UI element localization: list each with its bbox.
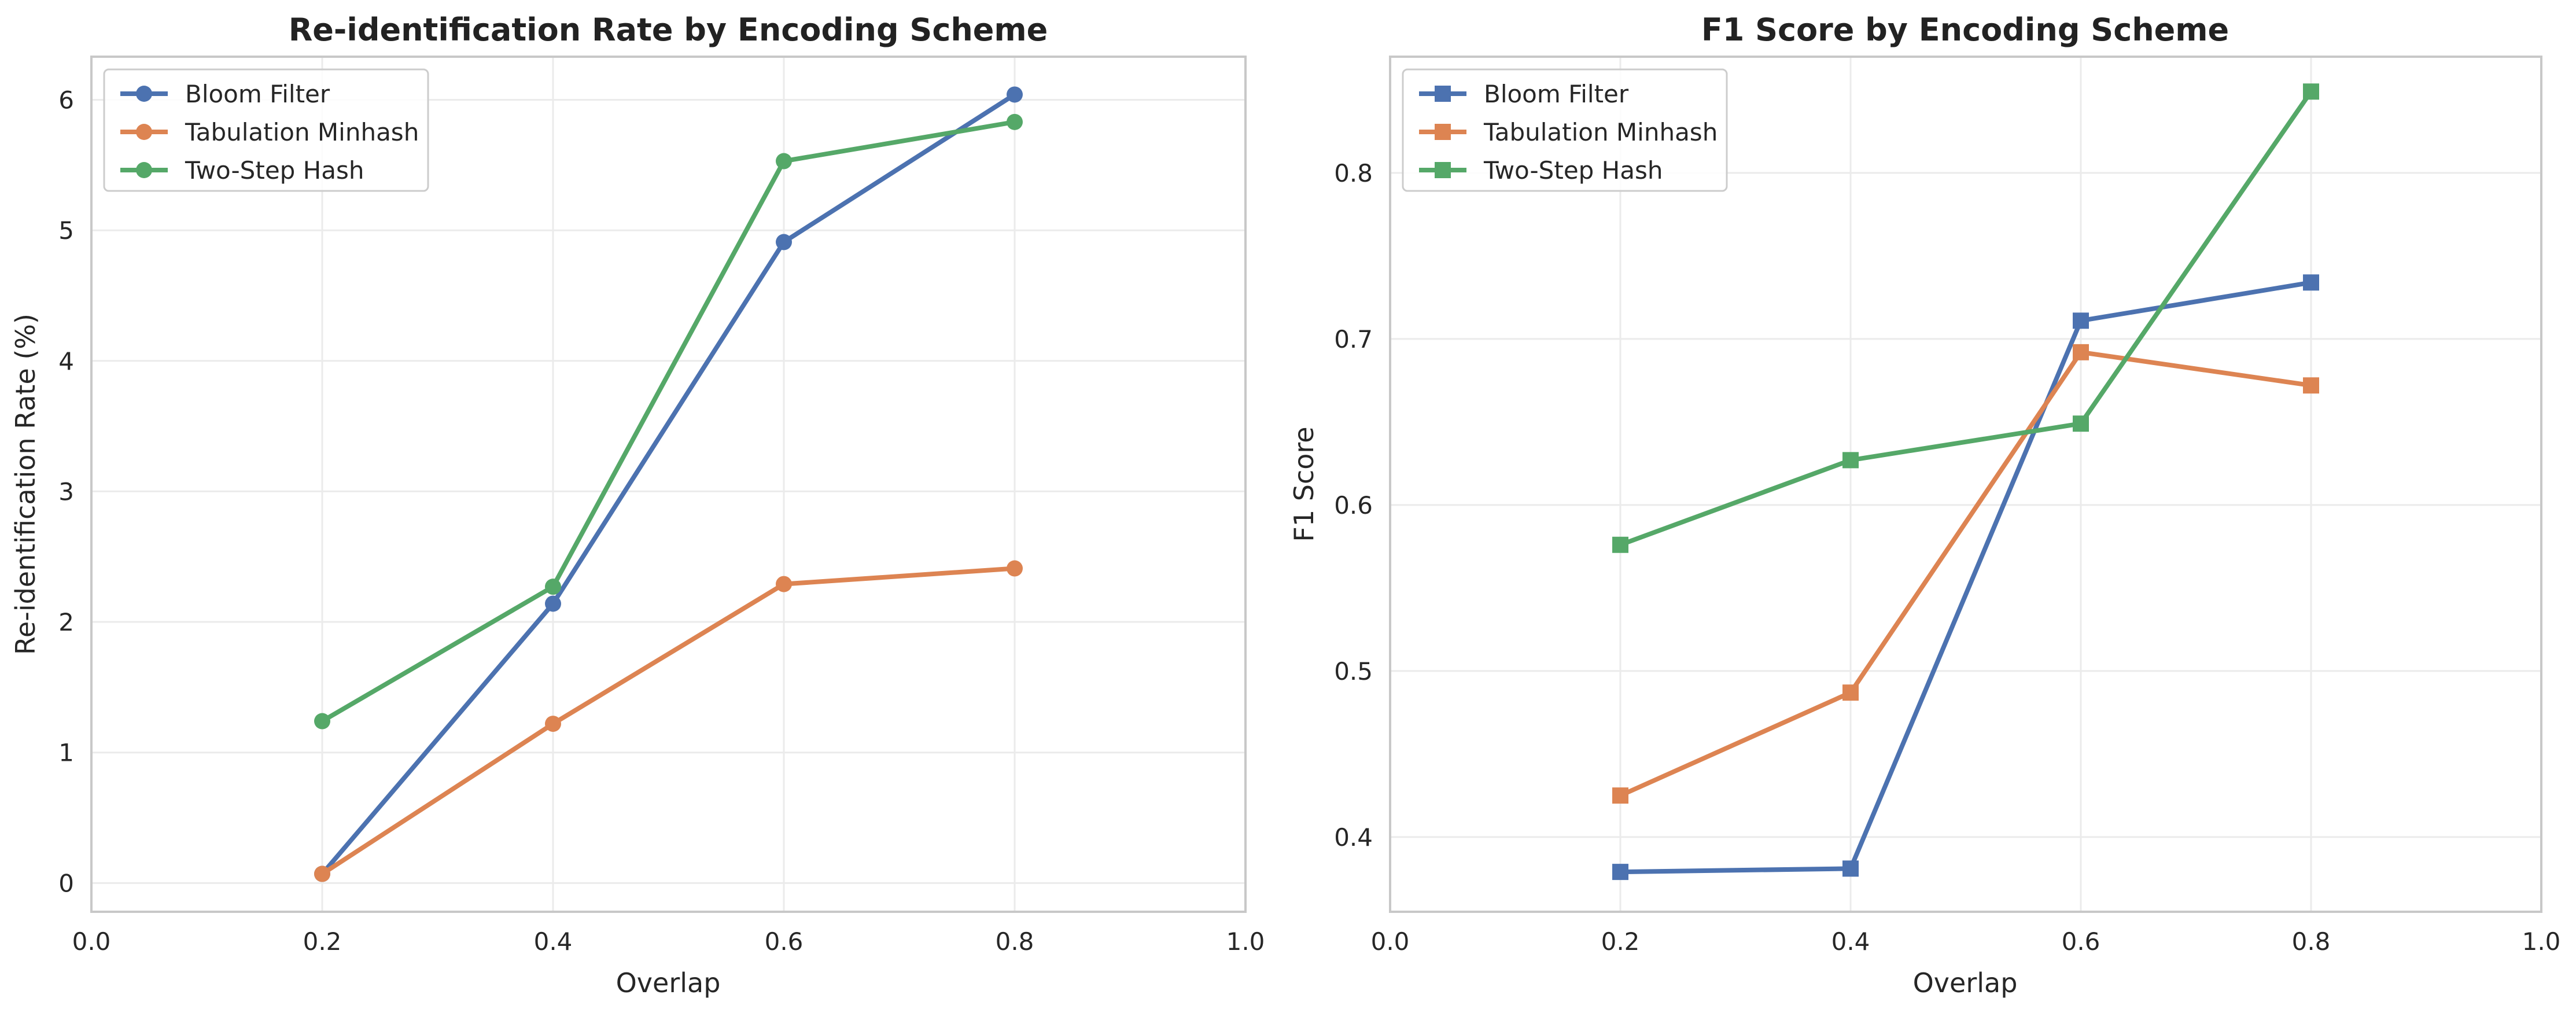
reid-y-axis-label: Re-identification Rate (%) — [10, 314, 41, 655]
f1-series-line — [1618, 280, 2313, 875]
reid-legend-label: Two-Step Hash — [185, 156, 364, 185]
reid-y-tick-label: 5 — [58, 216, 74, 245]
f1-legend-label: Two-Step Hash — [1483, 156, 1663, 185]
reid-legend-swatch-marker — [136, 162, 152, 178]
reid-data-point — [1007, 113, 1023, 130]
f1-x-tick-label: 1.0 — [2522, 927, 2561, 956]
reid-y-tick-label: 3 — [58, 477, 74, 506]
f1-y-tick-label: 0.4 — [1334, 823, 1373, 852]
reid-y-tick-label: 1 — [58, 739, 74, 767]
f1-plot-frame — [1389, 56, 2542, 913]
f1-chart-title: F1 Score by Encoding Scheme — [1701, 12, 2229, 48]
reid-legend-swatch-marker — [136, 124, 152, 140]
f1-y-tick-label: 0.7 — [1334, 325, 1373, 353]
f1-data-point — [2303, 83, 2319, 100]
reid-rate-chart: Re-identification Rate by Encoding Schem… — [10, 12, 1265, 999]
f1-x-axis-label: Overlap — [1913, 967, 2018, 999]
reid-data-point — [1007, 560, 1023, 577]
reid-data-point — [1007, 86, 1023, 103]
reid-x-tick-label: 0.6 — [765, 927, 804, 956]
f1-legend-box — [1402, 68, 1728, 192]
f1-series-markers — [1612, 83, 2319, 881]
f1-legend: Bloom Filter Tabulation Minhash Two-Step H… — [1402, 68, 1728, 192]
reid-x-tick-label: 0.2 — [303, 927, 342, 956]
f1-x-tick-label: 0.4 — [1831, 927, 1870, 956]
reid-x-tick-label: 1.0 — [1226, 927, 1265, 956]
reid-y-tick-label: 6 — [58, 86, 74, 114]
reid-x-ticks: 0.0 0.2 0.4 0.6 0.8 1.0 — [72, 927, 1265, 956]
f1-series-lines — [1618, 89, 2313, 875]
f1-data-point — [1612, 536, 1628, 553]
reid-x-tick-label: 0.8 — [996, 927, 1034, 956]
f1-data-point — [1842, 452, 1859, 469]
reid-series-line — [320, 119, 1017, 724]
f1-y-tick-label: 0.8 — [1334, 159, 1373, 187]
f1-legend-label: Tabulation Minhash — [1483, 118, 1718, 146]
f1-series-line — [1618, 89, 2313, 547]
f1-x-tick-label: 0.6 — [2062, 927, 2100, 956]
f1-data-point — [2073, 312, 2089, 329]
reid-legend: Bloom Filter Tabulation Minhash Two-Step H… — [103, 68, 429, 192]
reid-data-point — [776, 234, 792, 251]
reid-legend-swatch-marker — [136, 86, 152, 102]
reid-y-tick-label: 4 — [58, 347, 74, 375]
reid-legend-label: Bloom Filter — [185, 80, 330, 108]
f1-legend-swatch-marker — [1435, 162, 1451, 178]
reid-y-ticks: 0 1 2 3 4 5 6 — [58, 86, 74, 897]
reid-data-point — [545, 579, 561, 595]
f1-x-ticks: 0.0 0.2 0.4 0.6 0.8 1.0 — [1371, 927, 2561, 956]
f1-legend-swatch-marker — [1435, 124, 1451, 140]
reid-data-point — [314, 865, 330, 882]
f1-y-axis-label: F1 Score — [1288, 426, 1320, 542]
f1-y-tick-label: 0.6 — [1334, 491, 1373, 520]
reid-data-point — [545, 595, 561, 612]
f1-data-point — [2073, 415, 2089, 432]
reid-y-tick-label: 0 — [58, 869, 74, 897]
f1-data-point — [1612, 787, 1628, 804]
reid-data-point — [776, 576, 792, 592]
f1-data-point — [1842, 860, 1859, 877]
reid-data-point — [314, 713, 330, 730]
f1-score-chart: F1 Score by Encoding Scheme 0.0 0.2 0.4 0.6… — [1288, 12, 2560, 999]
reid-series-lines — [320, 92, 1017, 876]
f1-data-point — [2073, 344, 2089, 360]
reid-legend-box — [103, 68, 429, 192]
reid-x-tick-label: 0.4 — [534, 927, 573, 956]
f1-x-tick-label: 0.8 — [2292, 927, 2331, 956]
reid-x-axis-label: Overlap — [616, 967, 721, 999]
reid-legend-label: Tabulation Minhash — [185, 118, 419, 146]
reid-data-point — [545, 716, 561, 732]
reid-y-tick-label: 2 — [58, 608, 74, 636]
reid-x-tick-label: 0.0 — [72, 927, 111, 956]
f1-y-ticks: 0.4 0.5 0.6 0.7 0.8 — [1334, 159, 1373, 852]
f1-legend-label: Bloom Filter — [1484, 80, 1629, 108]
f1-legend-swatch-marker — [1435, 86, 1451, 102]
reid-plot-frame — [90, 56, 1247, 913]
reid-series-line — [320, 566, 1017, 876]
reid-series-line — [320, 92, 1017, 876]
f1-data-point — [2303, 377, 2319, 394]
f1-data-point — [1612, 864, 1628, 881]
reid-data-point — [776, 153, 792, 170]
reid-chart-title: Re-identification Rate by Encoding Schem… — [289, 12, 1048, 48]
reid-series-markers — [314, 86, 1023, 882]
f1-y-tick-label: 0.5 — [1334, 657, 1373, 686]
f1-series-line — [1618, 349, 2313, 798]
f1-x-tick-label: 0.2 — [1601, 927, 1640, 956]
f1-x-tick-label: 0.0 — [1371, 927, 1410, 956]
f1-data-point — [1842, 684, 1859, 701]
f1-data-point — [2303, 274, 2319, 291]
